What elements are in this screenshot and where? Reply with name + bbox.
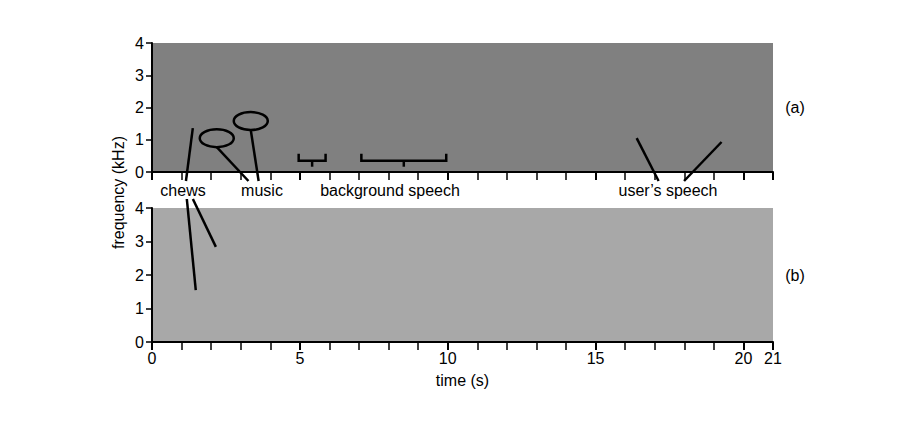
svg-text:0: 0 [148,350,157,367]
svg-text:4: 4 [135,35,144,52]
svg-text:background speech: background speech [320,182,460,199]
svg-text:time (s): time (s) [436,372,489,389]
svg-text:20: 20 [735,350,753,367]
svg-text:(b): (b) [785,267,805,284]
svg-text:3: 3 [135,233,144,250]
svg-text:1: 1 [135,300,144,317]
svg-text:4: 4 [135,200,144,217]
svg-text:3: 3 [135,67,144,84]
svg-text:21: 21 [764,350,782,367]
svg-text:5: 5 [295,350,304,367]
svg-text:music: music [241,182,283,199]
svg-text:15: 15 [587,350,605,367]
svg-text:2: 2 [135,99,144,116]
svg-text:chews: chews [160,182,205,199]
svg-text:user’s speech: user’s speech [618,182,717,199]
svg-text:1: 1 [135,131,144,148]
svg-text:(a): (a) [785,99,805,116]
svg-text:0: 0 [135,334,144,351]
svg-text:0: 0 [135,164,144,181]
svg-text:frequency (kHz): frequency (kHz) [110,136,127,249]
svg-text:2: 2 [135,267,144,284]
svg-text:10: 10 [439,350,457,367]
